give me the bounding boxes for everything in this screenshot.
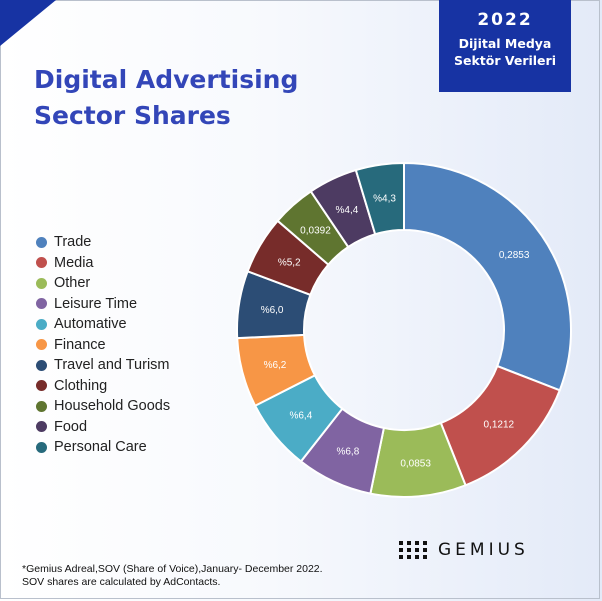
slice-label: %6,0 xyxy=(261,305,284,316)
footnote-line-2: SOV shares are calculated by AdContacts. xyxy=(22,576,221,588)
footnote: *Gemius Adreal,SOV (Share of Voice),Janu… xyxy=(22,563,323,589)
legend-swatch xyxy=(36,400,47,412)
slice-label: %6,2 xyxy=(264,360,287,371)
legend-item: Trade xyxy=(36,232,170,253)
footnote-line-1: *Gemius Adreal,SOV (Share of Voice),Janu… xyxy=(22,563,323,575)
chart-title-line-2: Sector Shares xyxy=(34,101,231,130)
gemius-dots-icon xyxy=(399,541,427,559)
chart-legend: Trade Media Other Leisure Time Automative Fin… xyxy=(36,232,170,458)
legend-label: Finance xyxy=(54,336,106,353)
legend-swatch xyxy=(36,298,47,310)
badge-line-1: Dijital Medya xyxy=(458,36,552,51)
slice-label: 0,1212 xyxy=(483,420,514,431)
legend-item: Household Goods xyxy=(36,396,170,417)
gemius-logo-text: GEMIUS xyxy=(438,540,529,560)
legend-item: Finance xyxy=(36,335,170,356)
legend-swatch xyxy=(36,277,47,289)
legend-swatch xyxy=(36,236,47,248)
legend-swatch xyxy=(36,380,47,392)
legend-label: Travel and Turism xyxy=(54,357,170,374)
slice-label: 0,2853 xyxy=(499,250,530,261)
slice-label: %6,4 xyxy=(289,410,312,421)
gemius-logo: GEMIUS xyxy=(398,539,529,561)
legend-label: Food xyxy=(54,418,88,435)
slice-label: %5,2 xyxy=(278,257,301,268)
legend-label: Media xyxy=(54,254,94,271)
donut-slice xyxy=(354,161,405,236)
legend-swatch xyxy=(36,421,47,433)
legend-swatch xyxy=(36,359,47,371)
legend-label: Personal Care xyxy=(54,439,147,456)
legend-swatch xyxy=(36,318,47,330)
slice-label: %4,4 xyxy=(335,205,358,216)
legend-item: Automative xyxy=(36,314,170,335)
slice-label: %6,8 xyxy=(336,447,359,458)
legend-item: Clothing xyxy=(36,376,170,397)
legend-item: Media xyxy=(36,253,170,274)
legend-label: Other xyxy=(54,275,91,292)
badge-year: 2022 xyxy=(477,10,533,30)
legend-swatch xyxy=(36,441,47,453)
legend-label: Clothing xyxy=(54,377,108,394)
legend-item: Other xyxy=(36,273,170,294)
slice-label: %4,3 xyxy=(373,193,396,204)
slice-label: 0,0392 xyxy=(300,226,331,237)
year-badge: 2022 Dijital Medya Sektör Verileri xyxy=(439,0,571,92)
legend-item: Personal Care xyxy=(36,437,170,458)
chart-title: Digital Advertising Sector Shares xyxy=(34,62,298,134)
legend-swatch xyxy=(36,339,47,351)
donut-slice xyxy=(403,161,572,392)
corner-triangle xyxy=(0,0,56,46)
chart-title-line-1: Digital Advertising xyxy=(34,65,299,94)
legend-item: Food xyxy=(36,417,170,438)
legend-label: Trade xyxy=(54,234,92,251)
slice-label: 0,0853 xyxy=(400,458,431,469)
legend-label: Automative xyxy=(54,316,127,333)
legend-item: Leisure Time xyxy=(36,294,170,315)
badge-line-2: Sektör Verileri xyxy=(453,53,556,68)
legend-label: Household Goods xyxy=(54,398,171,415)
legend-label: Leisure Time xyxy=(54,295,138,312)
legend-swatch xyxy=(36,257,47,269)
legend-item: Travel and Turism xyxy=(36,355,170,376)
